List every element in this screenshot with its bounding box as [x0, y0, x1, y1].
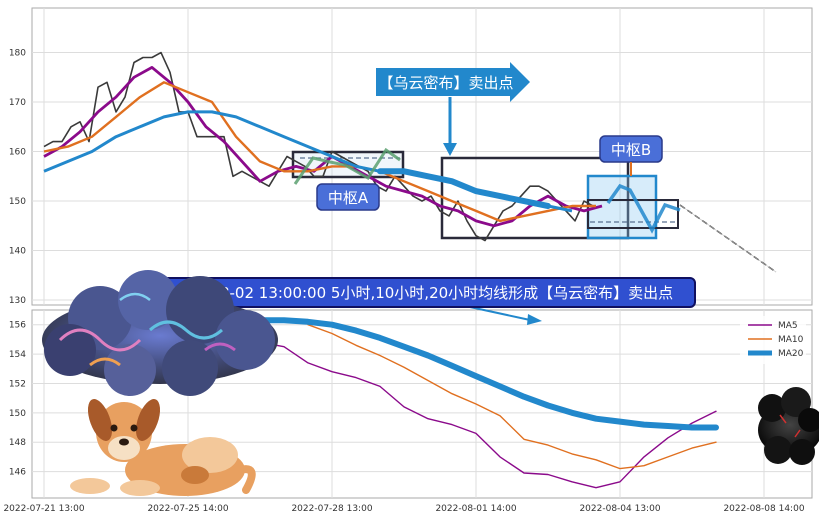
bottom-y-tick-156: 156 — [9, 321, 26, 331]
storm-cloud-illustration — [42, 270, 278, 396]
top-series-ma10 — [43, 81, 596, 223]
bottom-series — [257, 317, 719, 489]
top-y-tick-140: 140 — [9, 247, 26, 257]
sell-arrow-label: 【乌云密布】卖出点 — [378, 74, 513, 92]
top-y-tick-170: 170 — [9, 98, 26, 108]
top-series — [43, 51, 603, 242]
legend-label-ma20: MA20 — [778, 349, 804, 359]
top-y-ticks: 130 140 150 160 170 180 — [9, 49, 26, 306]
bottom-y-tick-148: 148 — [9, 438, 26, 448]
x-tick-label-5: 2022-08-08 14:00 — [723, 504, 804, 514]
bottom-y-ticks: 146 148 150 152 154 156 — [9, 321, 26, 478]
top-plot-area — [31, 7, 813, 306]
top-y-tick-150: 150 — [9, 197, 26, 207]
top-series-ma5 — [43, 66, 603, 228]
bottom-y-tick-152: 152 — [9, 379, 26, 389]
dog-illustration — [70, 399, 256, 496]
zhongshu-a-label: 中枢A — [328, 189, 369, 207]
bottom-x-ticks: 2022-07-21 13:00 2022-07-25 14:00 2022-07-… — [3, 504, 804, 514]
down-arrow-head — [443, 143, 457, 156]
bi-stroke-b — [606, 183, 681, 234]
legend-bg — [740, 316, 806, 364]
x-tick-label-1: 2022-07-25 14:00 — [147, 504, 228, 514]
bottom-y-tick-150: 150 — [9, 409, 26, 419]
top-series-price — [43, 51, 594, 242]
zhongshu-a-label-box — [316, 183, 380, 211]
top-panel: 130 140 150 160 170 180 中枢A 中枢B 【乌云密布】卖出点 — [9, 7, 813, 306]
x-tick-label-0: 2022-07-21 13:00 — [3, 504, 84, 514]
banner-pointer-line — [469, 306, 531, 321]
bi-stroke-a — [293, 147, 401, 185]
zhongshu-b-inner-box — [587, 199, 679, 229]
dark-cloud-illustration — [758, 387, 819, 465]
bottom-series-ma20 — [257, 317, 719, 431]
bottom-series-ma5 — [259, 341, 717, 489]
top-y-tick-160: 160 — [9, 148, 26, 158]
signal-banner-text: 2022-08-02 13:00:00 5小时,10小时,20小时均线形成【乌云… — [167, 284, 673, 302]
bottom-y-tick-146: 146 — [9, 468, 26, 478]
legend-label-ma10: MA10 — [778, 335, 804, 345]
x-tick-label-4: 2022-08-04 13:00 — [579, 504, 660, 514]
sell-arrow-shape — [376, 62, 530, 102]
top-y-tick-130: 130 — [9, 296, 26, 306]
x-tick-label-2: 2022-07-28 13:00 — [291, 504, 372, 514]
x-tick-label-3: 2022-08-01 14:00 — [435, 504, 516, 514]
banner-pointer-head — [527, 314, 542, 325]
zhongshu-b-label: 中枢B — [611, 141, 651, 159]
top-ma20-highlight — [377, 168, 551, 209]
bottom-series-ma10 — [307, 324, 717, 470]
top-y-tick-180: 180 — [9, 49, 26, 59]
legend-label-ma5: MA5 — [778, 321, 798, 331]
projection-line-highlight — [679, 204, 777, 273]
legend: MA5 MA10 MA20 — [740, 316, 806, 364]
bottom-y-tick-154: 154 — [9, 350, 26, 360]
